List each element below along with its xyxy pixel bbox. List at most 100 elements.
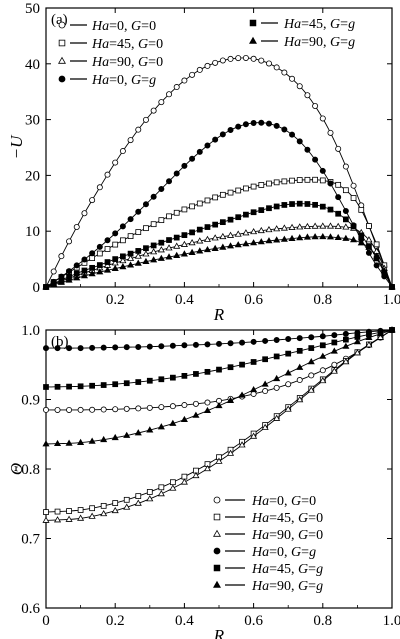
panel-a-data-point [104,171,111,178]
legend-marker [213,580,221,588]
panel-a-data-point [73,274,81,281]
panel-a-data-point [119,256,127,264]
panel-a-data-point [165,244,173,251]
panel-a-data-point [235,123,242,130]
panel-b-data-point [285,350,292,357]
panel-a-data-point [304,92,311,99]
panel-b-data-point [319,367,326,374]
panel-a-data-point [242,121,249,128]
legend-entry: Ha=90, G=0 [58,55,163,70]
panel-b-data-point [158,404,165,411]
panel-a-data-point [242,229,250,236]
legend-marker [213,496,221,504]
panel-b-data-point [88,512,96,519]
panel-a-x-tick-label: 0.4 [175,292,194,308]
panel-b-data-point [89,505,96,512]
panel-a-data-point [273,179,280,186]
panel-a-series-line [45,236,393,288]
panel-a-data-point [203,235,212,242]
panel-b-series-line [45,329,393,513]
panel-b-data-point [42,440,50,447]
panel-a-data-point [335,145,342,152]
panel-b-data-point [54,406,61,413]
panel-a-x-tick-label: 0.2 [106,292,125,308]
panel-a-data-point [81,210,88,217]
panel-a-data-point [226,231,235,238]
panel-a-data-point [204,224,211,230]
panel-b-data-point [215,401,223,409]
panel-a-data-point [157,246,165,253]
panel-a-data-point [196,237,204,244]
panel-b-data-point [123,431,131,438]
panel-a-data-point [212,59,219,66]
panel-a-data-point [296,177,303,183]
panel-b-data-point [250,385,258,393]
panel-a-data-point [119,223,126,230]
panel-b-data-point [43,345,50,352]
panel-a-data-point [273,122,280,129]
panel-b-data-point [146,426,154,433]
legend-marker [213,564,221,572]
panel-a-data-point [242,54,249,61]
panel-b-data-point [226,449,235,456]
panel-a-data-point [342,234,350,241]
panel-a-data-point [157,254,165,261]
panel-a-data-point [265,60,272,67]
panel-b-data-point [100,502,107,509]
panel-a-data-point [127,261,135,268]
panel-a-data-point [265,225,273,233]
panel-a-data-point [173,234,180,241]
panel-a-data-point [127,254,135,261]
panel-a-data-point [304,201,311,207]
panel-a-x-tick-label: 0.8 [313,292,332,308]
panel-b-series-open-square [43,327,395,515]
panel-a-data-point [335,210,342,217]
panel-b-data-point [296,347,303,354]
panel-b-y-axis-title: Θ [7,463,26,475]
panel-a-data-point [165,253,173,260]
panel-b-data-point [158,376,165,383]
panel-a-data-point [335,181,342,188]
panel-a-data-point [211,234,219,241]
panel-a-data-point [142,250,150,257]
panel-a-data-point [80,272,88,279]
panel-a-data-point [158,99,165,106]
panel-a-data-point [150,256,158,263]
panel-b-data-point [169,479,176,486]
panel-a-data-point [166,91,173,98]
panel-a-data-point [89,264,96,271]
legend-entry: Ha=0, G=g [58,73,156,88]
panel-a-data-point [327,206,334,213]
legend-entry: Ha=45, G=g [249,17,355,32]
panel-a-data-point [312,176,318,183]
panel-b-data-point [353,338,361,345]
panel-a-x-tick-label: 0.6 [244,292,263,308]
panel-a-data-point [373,241,380,248]
panel-b-data-point [169,342,176,349]
panel-a-data-point [196,247,204,254]
panel-b-data-point [273,374,281,382]
panel-a-data-point [188,239,196,246]
panel-a-data-point [181,77,188,84]
panel-a-data-point [134,252,142,259]
legend-marker [58,21,66,29]
panel-b-data-point [180,415,188,423]
panel-a-data-point [289,75,296,82]
panel-a-data-point [158,217,165,224]
panel-b-data-point [319,352,327,359]
panel-a-data-point [281,178,288,185]
panel-b-data-point [331,332,338,339]
panel-a-data-point [257,238,265,245]
panel-a-data-point [258,182,265,188]
legend-label: Ha=90, G=g [283,35,355,50]
panel-a-data-point [204,142,211,149]
panel-b-data-point [342,336,349,343]
panel-a-data-point [366,223,372,229]
panel-a-data-point [365,236,373,243]
panel-b-data-point [158,343,165,350]
panel-b-y-tick-label: 1.0 [21,323,40,339]
legend-marker [58,75,66,83]
panel-a-data-point [135,229,142,235]
panel-a-data-point [96,262,103,268]
